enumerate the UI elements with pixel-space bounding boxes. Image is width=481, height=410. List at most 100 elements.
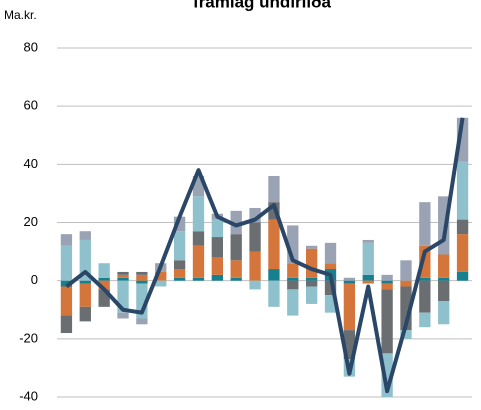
bar-segment bbox=[343, 330, 356, 360]
bar-segment bbox=[324, 280, 337, 296]
bar-segment bbox=[287, 280, 299, 290]
y-tick-label: 20 bbox=[24, 214, 38, 229]
bar-segment bbox=[268, 280, 280, 307]
bar-segment bbox=[456, 219, 469, 235]
bar-segment bbox=[230, 260, 242, 278]
bar-segment bbox=[419, 312, 431, 328]
bar-segment bbox=[192, 175, 205, 197]
y-tick-label: 80 bbox=[24, 39, 38, 54]
bar-segment bbox=[287, 263, 299, 278]
bar-segment bbox=[79, 280, 91, 284]
bar-segment bbox=[117, 280, 129, 313]
bar-segment bbox=[211, 274, 223, 281]
bar-segment bbox=[60, 280, 73, 287]
bar-segment bbox=[117, 271, 129, 275]
bar-segment bbox=[381, 274, 393, 281]
bar-segment bbox=[230, 210, 242, 235]
bar-segment bbox=[136, 283, 148, 319]
bar-segment bbox=[136, 274, 148, 281]
bar-segment bbox=[230, 277, 242, 281]
bar-segment bbox=[173, 231, 186, 261]
bar-segment bbox=[249, 222, 261, 252]
bar-segment bbox=[173, 277, 186, 281]
bar-segment bbox=[211, 219, 223, 238]
bar-segment bbox=[419, 245, 431, 278]
bar-segment bbox=[306, 248, 318, 278]
bar-segment bbox=[98, 263, 110, 278]
bar-segment bbox=[343, 283, 356, 331]
bar-segment bbox=[381, 280, 393, 284]
bar-segment bbox=[381, 289, 393, 354]
bar-segment bbox=[60, 234, 73, 246]
bar-segment bbox=[419, 202, 431, 246]
bar-segment bbox=[211, 257, 223, 275]
bar-segment bbox=[362, 242, 374, 275]
bar-segment bbox=[117, 277, 129, 281]
bar-segment bbox=[324, 263, 337, 270]
y-tick-label: 0 bbox=[31, 272, 38, 287]
y-tick-label: 40 bbox=[24, 156, 38, 171]
bar-segment bbox=[79, 283, 91, 307]
y-tick-label: -40 bbox=[19, 388, 38, 403]
bar-segment bbox=[306, 277, 318, 281]
bar-segment bbox=[98, 289, 110, 307]
bar-segment bbox=[400, 260, 412, 281]
bar-segment bbox=[306, 286, 318, 304]
bar-segment bbox=[381, 353, 393, 397]
bar-segment bbox=[192, 196, 205, 232]
bar-segment bbox=[400, 330, 412, 339]
bar-segment bbox=[287, 225, 299, 264]
bar-segment bbox=[155, 271, 167, 281]
bar-segment bbox=[381, 283, 393, 290]
bar-segment bbox=[362, 280, 374, 284]
bar-segment bbox=[249, 207, 261, 223]
bar-segment bbox=[173, 269, 186, 278]
bar-segment bbox=[98, 277, 110, 281]
bar-segment bbox=[287, 277, 299, 281]
bar-segment bbox=[438, 301, 450, 325]
chart-title: framlag undirliða bbox=[193, 0, 331, 11]
bar-segment bbox=[79, 306, 91, 322]
bar-segment bbox=[117, 274, 129, 278]
bar-segment bbox=[268, 175, 280, 203]
bar-segment bbox=[419, 280, 431, 313]
bar-segment bbox=[60, 286, 73, 316]
line bbox=[65, 117, 465, 394]
bar-segment bbox=[173, 260, 186, 270]
bar-segment bbox=[136, 318, 148, 325]
bar-segment bbox=[287, 289, 299, 316]
bar-segment bbox=[60, 315, 73, 334]
bar-segment bbox=[79, 231, 91, 240]
bar-segment bbox=[362, 274, 374, 281]
y-tick-label: 60 bbox=[24, 98, 38, 113]
bar-segment bbox=[343, 277, 356, 281]
bar-segment bbox=[192, 277, 205, 281]
bar-segment bbox=[79, 239, 91, 281]
bar-segment bbox=[419, 277, 431, 281]
bar-segment bbox=[136, 271, 148, 275]
bar-segment bbox=[438, 277, 450, 281]
bar-segment bbox=[268, 219, 280, 270]
bar-segment bbox=[192, 245, 205, 278]
bar-segment bbox=[136, 280, 148, 284]
bar-segment bbox=[211, 237, 223, 258]
bar-segment bbox=[306, 280, 318, 287]
bar-segment bbox=[324, 295, 337, 313]
bar-segment bbox=[98, 280, 110, 290]
bar-segment bbox=[438, 254, 450, 278]
bar-segment bbox=[456, 117, 469, 162]
bar-segment bbox=[456, 234, 469, 272]
y-tick-label: -20 bbox=[19, 330, 38, 345]
bar-segment bbox=[362, 239, 374, 243]
bar-segment bbox=[192, 231, 205, 246]
bar-segment bbox=[60, 245, 73, 281]
bar-segment bbox=[249, 280, 261, 290]
bar-segment bbox=[456, 161, 469, 220]
bar-segment bbox=[155, 280, 167, 287]
bar-segment bbox=[173, 216, 186, 232]
bar-segment bbox=[306, 245, 318, 249]
bar-segment bbox=[400, 286, 412, 331]
bar-segment bbox=[456, 271, 469, 281]
bar-segment bbox=[324, 242, 337, 264]
bar-segment bbox=[400, 280, 412, 287]
